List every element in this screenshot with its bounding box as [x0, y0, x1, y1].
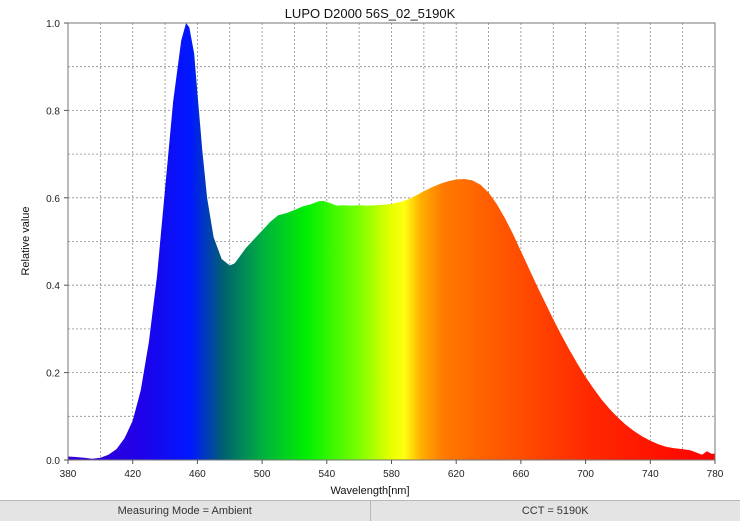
x-tick-label: 700	[577, 469, 594, 480]
x-tick-label: 540	[318, 469, 335, 480]
spectrum-chart: LUPO D2000 56S_02_5190K Relative value W…	[20, 6, 724, 497]
y-axis-label: Relative value	[20, 206, 32, 275]
x-tick-label: 740	[642, 469, 659, 480]
x-tick-label: 780	[707, 469, 724, 480]
y-tick-label: 0.8	[46, 106, 60, 117]
y-axis-ticks: 0.0 0.2 0.4 0.6 0.8 1.0	[46, 19, 68, 467]
cct-status: CCT = 5190K	[370, 501, 740, 521]
status-bar: Measuring Mode = Ambient CCT = 5190K	[0, 500, 740, 521]
spectrum-area	[68, 23, 715, 460]
x-tick-label: 380	[60, 469, 77, 480]
x-tick-label: 660	[513, 469, 530, 480]
y-tick-label: 0.4	[46, 281, 60, 292]
x-axis-label: Wavelength[nm]	[330, 485, 409, 497]
y-tick-label: 0.6	[46, 194, 60, 205]
x-tick-label: 580	[383, 469, 400, 480]
y-tick-label: 0.0	[46, 456, 60, 467]
y-tick-label: 0.2	[46, 369, 60, 380]
x-tick-label: 500	[254, 469, 271, 480]
x-tick-label: 420	[124, 469, 141, 480]
y-tick-label: 1.0	[46, 19, 60, 30]
chart-title: LUPO D2000 56S_02_5190K	[285, 6, 456, 21]
x-tick-label: 460	[189, 469, 206, 480]
x-tick-label: 620	[448, 469, 465, 480]
x-axis-ticks: 380 420 460 500 540 580 620 660 700 740 780	[60, 460, 724, 480]
measuring-mode-status: Measuring Mode = Ambient	[0, 501, 371, 521]
